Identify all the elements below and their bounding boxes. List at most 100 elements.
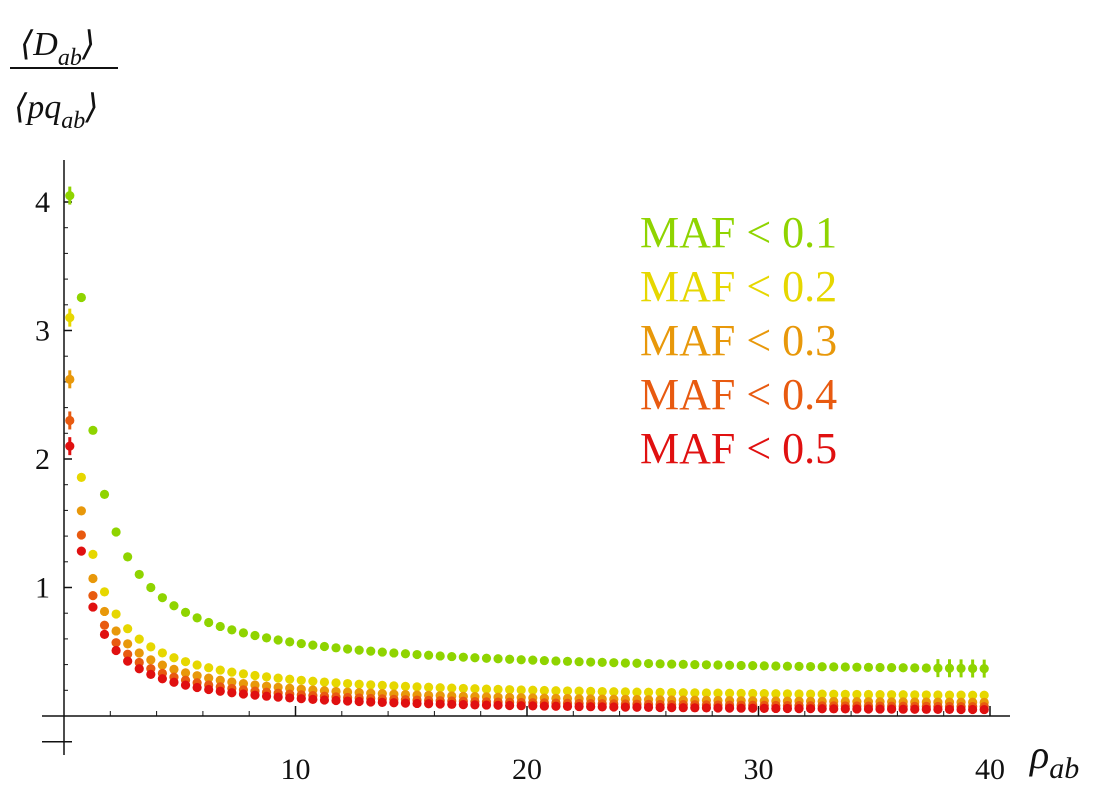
data-point bbox=[99, 629, 110, 639]
data-point bbox=[632, 687, 642, 697]
data-point bbox=[701, 688, 712, 698]
data-point bbox=[273, 692, 283, 702]
data-point bbox=[655, 687, 665, 698]
data-point bbox=[979, 704, 989, 715]
data-point bbox=[169, 653, 179, 663]
data-point bbox=[539, 655, 549, 666]
data-point bbox=[528, 655, 538, 665]
data-point bbox=[539, 701, 549, 711]
series-4 bbox=[65, 411, 989, 712]
data-point bbox=[99, 620, 110, 630]
data-point bbox=[400, 681, 411, 691]
x-tick-label: 30 bbox=[744, 753, 774, 786]
data-point bbox=[817, 662, 827, 672]
data-point bbox=[285, 637, 295, 647]
data-point bbox=[319, 677, 330, 687]
data-point bbox=[586, 686, 596, 696]
data-point bbox=[944, 690, 955, 700]
series-2 bbox=[65, 308, 989, 700]
data-point bbox=[759, 661, 769, 671]
data-point bbox=[192, 671, 202, 681]
data-point bbox=[250, 630, 260, 641]
data-point bbox=[123, 552, 133, 562]
data-point bbox=[227, 667, 237, 677]
data-point bbox=[169, 677, 179, 687]
data-point bbox=[180, 607, 191, 617]
data-point bbox=[215, 686, 225, 696]
data-point bbox=[261, 691, 272, 701]
data-point bbox=[968, 690, 978, 700]
data-point bbox=[76, 292, 86, 303]
data-point bbox=[643, 702, 654, 712]
series-5 bbox=[65, 437, 989, 715]
data-point bbox=[956, 704, 966, 715]
data-point bbox=[863, 662, 874, 672]
data-point bbox=[551, 686, 561, 696]
data-point bbox=[852, 704, 862, 714]
data-point bbox=[435, 683, 445, 693]
data-point bbox=[620, 658, 630, 668]
data-point bbox=[609, 687, 619, 697]
legend-entry: MAF < 0.1 bbox=[640, 208, 837, 257]
data-point bbox=[562, 701, 573, 712]
data-point bbox=[400, 649, 411, 659]
data-point bbox=[597, 686, 607, 697]
x-tick-label: 10 bbox=[281, 753, 311, 786]
data-point bbox=[111, 609, 121, 619]
data-point bbox=[424, 650, 434, 660]
data-point bbox=[620, 687, 630, 697]
data-point bbox=[88, 425, 98, 435]
data-point bbox=[805, 661, 816, 672]
data-point bbox=[250, 690, 260, 700]
data-point bbox=[146, 655, 156, 665]
data-point bbox=[204, 684, 214, 695]
data-point bbox=[424, 682, 434, 692]
data-point bbox=[724, 660, 735, 670]
data-point bbox=[481, 684, 492, 694]
data-point bbox=[713, 688, 723, 698]
data-point bbox=[146, 642, 156, 652]
data-point bbox=[342, 678, 353, 689]
data-point bbox=[308, 694, 318, 704]
data-point bbox=[366, 697, 376, 707]
data-point bbox=[111, 638, 121, 648]
data-point bbox=[724, 703, 735, 713]
data-point bbox=[643, 658, 654, 669]
data-point bbox=[308, 676, 318, 686]
data-points bbox=[65, 186, 989, 715]
data-point bbox=[273, 673, 283, 683]
data-point bbox=[123, 649, 133, 659]
data-point bbox=[863, 704, 874, 714]
data-point bbox=[204, 673, 214, 683]
data-point bbox=[713, 660, 723, 670]
data-point bbox=[169, 664, 179, 674]
data-point bbox=[574, 701, 584, 712]
data-point bbox=[759, 703, 769, 713]
data-point bbox=[111, 527, 121, 537]
data-point bbox=[412, 698, 422, 709]
data-point bbox=[748, 703, 758, 713]
data-point bbox=[273, 635, 283, 645]
data-point bbox=[377, 680, 387, 690]
data-point bbox=[215, 621, 225, 632]
data-point bbox=[481, 700, 492, 710]
data-point bbox=[377, 647, 387, 657]
data-point bbox=[528, 685, 538, 695]
data-point bbox=[748, 661, 758, 671]
data-point bbox=[447, 699, 457, 709]
data-point bbox=[493, 654, 503, 664]
data-point bbox=[840, 704, 850, 714]
data-point bbox=[204, 617, 214, 628]
data-point bbox=[331, 695, 341, 706]
y-axis-label: ⟨Dab⟩ ⟨pqab⟩ bbox=[10, 26, 118, 134]
data-point bbox=[99, 606, 110, 617]
x-tick-label: 20 bbox=[512, 753, 542, 786]
data-point bbox=[227, 677, 237, 687]
data-point bbox=[400, 698, 411, 708]
data-point bbox=[458, 699, 468, 710]
data-point bbox=[88, 573, 98, 584]
data-point bbox=[968, 704, 978, 715]
legend-entry: MAF < 0.3 bbox=[640, 316, 837, 365]
data-point bbox=[887, 690, 897, 700]
data-point bbox=[921, 663, 931, 673]
